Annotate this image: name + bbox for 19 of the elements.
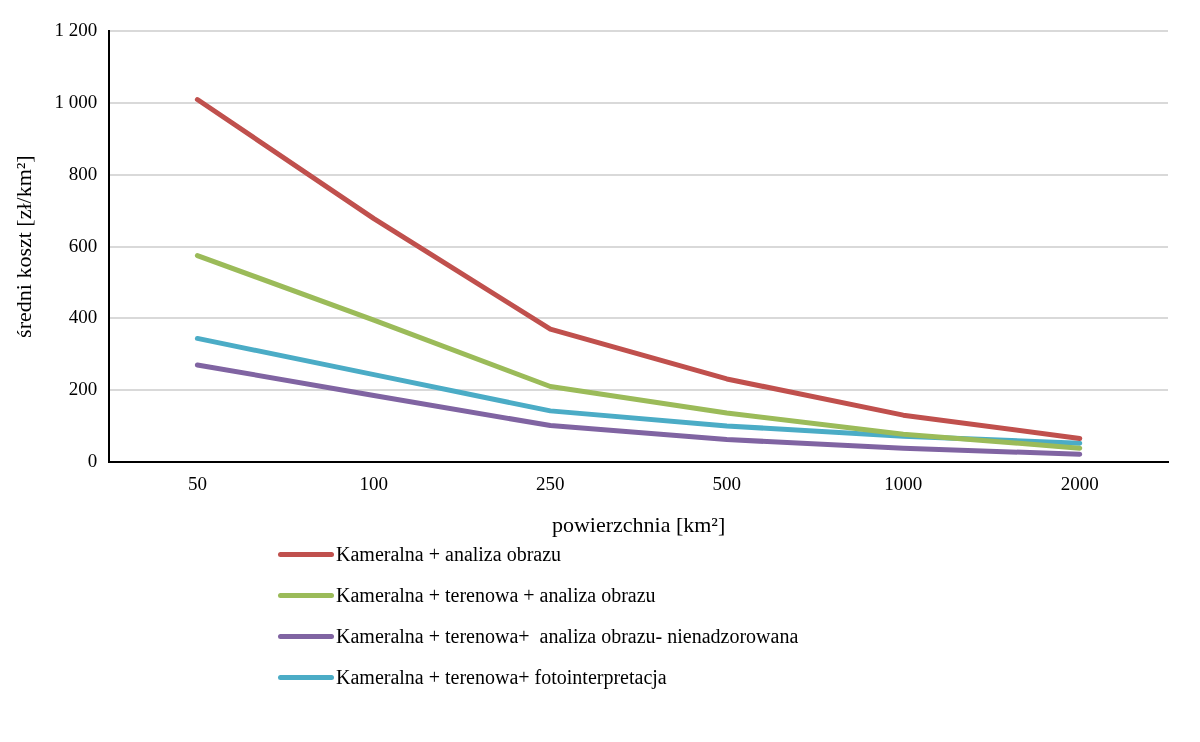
- legend-label: Kameralna + terenowa+ fotointerpretacja: [336, 666, 667, 689]
- y-axis-title: średni koszt [zł/km²]: [10, 155, 36, 338]
- y-tick-label: 1 200: [54, 19, 98, 41]
- legend-label: Kameralna + terenowa+ analiza obrazu- nienadzorowana: [336, 625, 799, 648]
- x-axis-title: powierzchnia [km²]: [551, 511, 726, 537]
- x-tick-label: 100: [359, 473, 389, 495]
- legend-label: Kameralna + terenowa + analiza obrazu: [336, 584, 656, 607]
- x-tick-label: 250: [536, 473, 565, 495]
- x-tick-label: 500: [712, 473, 742, 495]
- y-tick-label: 0: [87, 449, 98, 471]
- y-tick-label: 600: [68, 234, 98, 256]
- y-tick-label: 800: [68, 162, 98, 184]
- y-tick-label: 400: [68, 306, 98, 328]
- y-tick-label: 1 000: [54, 91, 98, 113]
- x-tick-label: 50: [187, 473, 207, 495]
- y-tick-label: 200: [68, 378, 98, 400]
- x-tick-label: 2000: [1060, 473, 1099, 495]
- x-tick-label: 1000: [884, 473, 923, 495]
- legend-label: Kameralna + analiza obrazu: [336, 543, 562, 566]
